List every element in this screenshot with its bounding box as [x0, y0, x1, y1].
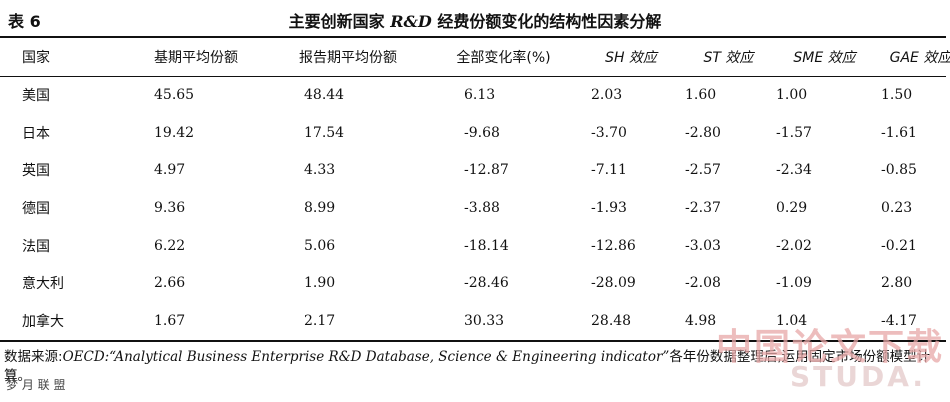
value-cell: 6.13 — [464, 86, 496, 103]
value-cell: -12.86 — [591, 237, 636, 254]
value-cell: 1.60 — [685, 86, 717, 103]
value-cell: -1.93 — [591, 199, 627, 216]
source-italic: OECD:“Analytical Business Enterprise R&D… — [62, 349, 670, 365]
value-cell: 48.44 — [304, 86, 345, 103]
column-header: 全部变化率(%) — [456, 50, 551, 66]
value-cell: -0.21 — [881, 237, 917, 254]
value-cell: 1.00 — [776, 86, 808, 103]
value-cell: -12.87 — [464, 162, 509, 179]
top-rule — [0, 36, 946, 38]
value-cell: 1.04 — [776, 312, 808, 329]
value-cell: 0.23 — [881, 199, 913, 216]
column-header: 报告期平均份额 — [299, 50, 397, 66]
value-cell: 17.54 — [304, 124, 345, 141]
value-cell: 2.80 — [881, 275, 913, 292]
column-header: 基期平均份额 — [154, 50, 238, 66]
value-cell: 45.65 — [154, 86, 195, 103]
column-header: SH 效应 — [605, 50, 657, 66]
watermark-url: STUDA. — [790, 360, 927, 393]
header-rule — [0, 76, 946, 77]
value-cell: -2.57 — [685, 162, 721, 179]
value-cell: -3.03 — [685, 237, 721, 254]
value-cell: -2.08 — [685, 275, 721, 292]
source-prefix: 数据来源: — [4, 349, 63, 365]
title-prefix: 主要创新国家 — [288, 12, 385, 31]
value-cell: 0.29 — [776, 199, 808, 216]
value-cell: 2.17 — [304, 312, 336, 329]
table-row: 美国 45.65 48.44 6.13 2.03 1.60 1.00 1.50 — [0, 76, 950, 114]
value-cell: -1.61 — [881, 124, 917, 141]
country-cell: 美国 — [22, 87, 50, 104]
column-header: ST 效应 — [703, 50, 754, 66]
value-cell: -28.46 — [464, 275, 509, 292]
country-cell: 英国 — [22, 163, 50, 180]
value-cell: -2.37 — [685, 199, 721, 216]
value-cell: 8.99 — [304, 199, 336, 216]
value-cell: -28.09 — [591, 275, 636, 292]
value-cell: -2.02 — [776, 237, 812, 254]
bottom-rule — [0, 340, 946, 342]
data-table: 国家 基期平均份额 报告期平均份额 全部变化率(%) SH 效应 ST 效应 S… — [0, 38, 950, 340]
table-row: 德国 9.36 8.99 -3.88 -1.93 -2.37 0.29 0.23 — [0, 189, 950, 227]
table-title: 主要创新国家 R&D 经费份额变化的结构性因素分解 — [0, 8, 950, 32]
value-cell: 4.97 — [154, 162, 186, 179]
value-cell: 5.06 — [304, 237, 336, 254]
value-cell: -0.85 — [881, 162, 917, 179]
column-header: GAE 效应 — [889, 50, 950, 66]
value-cell: 9.36 — [154, 199, 186, 216]
country-cell: 意大利 — [22, 276, 64, 293]
value-cell: -1.09 — [776, 275, 812, 292]
table-row: 日本 19.42 17.54 -9.68 -3.70 -2.80 -1.57 -1.61 — [0, 114, 950, 152]
value-cell: -9.68 — [464, 124, 500, 141]
value-cell: 30.33 — [464, 312, 505, 329]
value-cell: -2.80 — [685, 124, 721, 141]
source-suffix: 各年份数据整理后,运用固定市场份额模型计算。 — [4, 349, 931, 384]
column-header: 国家 — [22, 50, 50, 66]
value-cell: -7.11 — [591, 162, 627, 179]
table-label: 表 6 — [8, 12, 41, 31]
title-suffix: 经费份额变化的结构性因素分解 — [437, 12, 662, 31]
value-cell: 1.50 — [881, 86, 913, 103]
watermark-cn: 中国论文下载 — [716, 327, 945, 368]
value-cell: -3.70 — [591, 124, 627, 141]
value-cell: 4.98 — [685, 312, 717, 329]
source-note: 数据来源:OECD:“Analytical Business Enterpris… — [4, 348, 946, 386]
country-cell: 加拿大 — [22, 313, 64, 330]
value-cell: 6.22 — [154, 237, 186, 254]
value-cell: -2.34 — [776, 162, 812, 179]
column-header: SME 效应 — [793, 50, 856, 66]
table-row: 英国 4.97 4.33 -12.87 -7.11 -2.57 -2.34 -0.85 — [0, 151, 950, 189]
value-cell: -3.88 — [464, 199, 500, 216]
table-row: 法国 6.22 5.06 -18.14 -12.86 -3.03 -2.02 -0.21 — [0, 227, 950, 265]
table-row: 加拿大 1.67 2.17 30.33 28.48 4.98 1.04 -4.17 — [0, 302, 950, 340]
value-cell: -18.14 — [464, 237, 509, 254]
value-cell: -4.17 — [881, 312, 917, 329]
table-row: 意大利 2.66 1.90 -28.46 -28.09 -2.08 -1.09 2.80 — [0, 264, 950, 302]
title-row: 表 6 主要创新国家 R&D 经费份额变化的结构性因素分解 — [0, 6, 950, 32]
title-italic: R&D — [390, 12, 432, 31]
header-row: 国家 基期平均份额 报告期平均份额 全部变化率(%) SH 效应 ST 效应 S… — [0, 38, 950, 76]
value-cell: 1.90 — [304, 275, 336, 292]
value-cell: 2.66 — [154, 275, 186, 292]
value-cell: 19.42 — [154, 124, 195, 141]
value-cell: 4.33 — [304, 162, 336, 179]
value-cell: 1.67 — [154, 312, 186, 329]
value-cell: 28.48 — [591, 312, 632, 329]
value-cell: -1.57 — [776, 124, 812, 141]
country-cell: 日本 — [22, 125, 50, 142]
value-cell: 2.03 — [591, 86, 623, 103]
watermark-left: 梦 月 联 盟 — [6, 378, 66, 392]
country-cell: 法国 — [22, 238, 50, 255]
country-cell: 德国 — [22, 200, 50, 217]
